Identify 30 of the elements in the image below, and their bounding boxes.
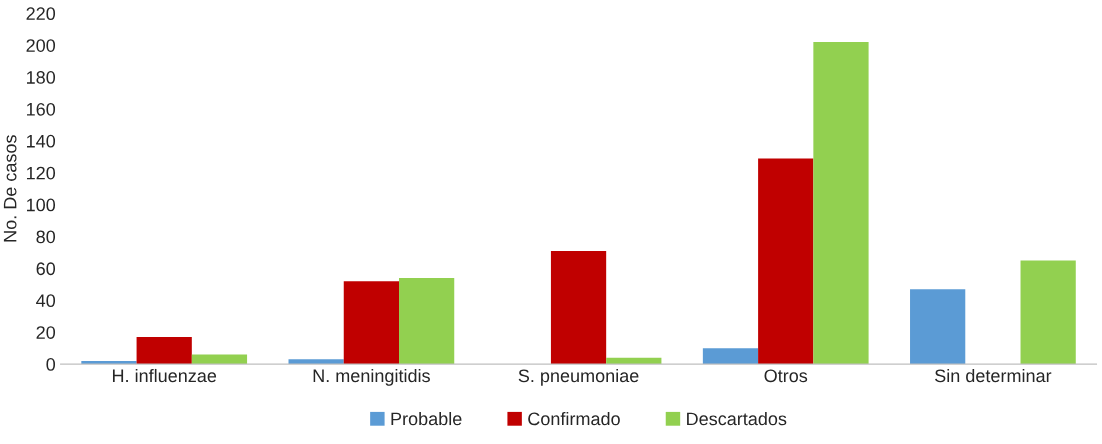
legend-label: Confirmado <box>528 411 620 426</box>
bar <box>343 281 399 365</box>
y-tick-label: 100 <box>27 198 56 212</box>
y-tick-label: 220 <box>26 7 56 21</box>
y-axis-title: No. De casos <box>3 135 17 242</box>
y-tick-label: 120 <box>27 166 56 180</box>
y-tick-label: 140 <box>27 134 56 148</box>
y-tick-label: 40 <box>36 294 56 308</box>
y-tick-label: 160 <box>27 102 56 116</box>
y-tick-label: 20 <box>36 326 56 339</box>
x-tick-label: Otros <box>764 369 808 383</box>
x-tick-label: Sin determinar <box>935 368 1052 383</box>
legend-label: Descartados <box>687 411 787 426</box>
bar <box>399 277 455 365</box>
y-tick-label: 180 <box>27 71 56 84</box>
y-tick-label: 80 <box>36 230 56 244</box>
bar <box>136 336 192 365</box>
bar <box>1020 260 1076 365</box>
x-tick-label: H. influenzae <box>112 368 217 383</box>
bar <box>550 250 607 365</box>
x-tick-label: S. pneumoniae <box>518 368 639 386</box>
y-tick-label: 200 <box>26 39 56 52</box>
bar <box>910 289 966 365</box>
x-tick-label: N. meningitidis <box>313 368 430 386</box>
bar <box>702 348 759 365</box>
bar <box>813 42 869 365</box>
legend-label: Probable <box>391 411 462 426</box>
y-tick-label: 0 <box>46 358 56 371</box>
y-tick-label: 60 <box>36 262 56 276</box>
bar <box>758 158 814 365</box>
